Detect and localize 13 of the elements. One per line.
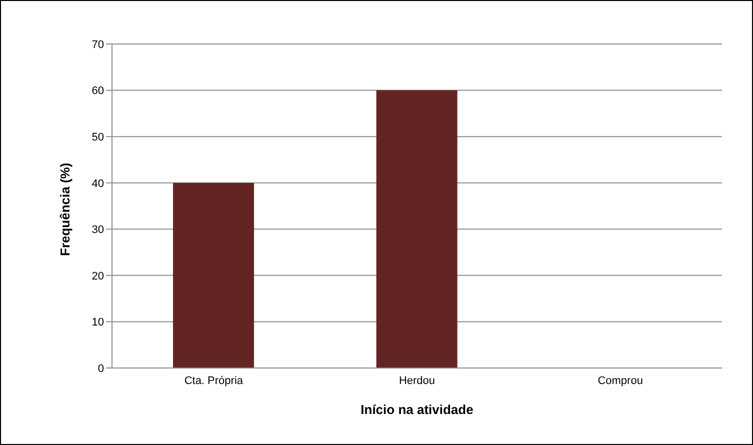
y-tick-label: 70: [92, 38, 104, 51]
y-tick-label: 20: [92, 270, 104, 282]
y-axis-title: Frequência (%): [58, 162, 73, 256]
y-tick-label: 30: [92, 224, 104, 236]
x-tick-label: Cta. Própria: [184, 374, 244, 387]
y-tick-label: 40: [92, 178, 104, 190]
x-tick-label: Comprou: [598, 374, 643, 387]
y-tick-label: 50: [92, 131, 104, 144]
y-tick-label: 0: [98, 362, 104, 375]
y-tick-label: 60: [92, 85, 104, 98]
x-axis-title: Início na atividade: [360, 402, 474, 417]
x-tick-label: Herdou: [398, 374, 436, 387]
y-tick-label: 10: [92, 316, 104, 329]
